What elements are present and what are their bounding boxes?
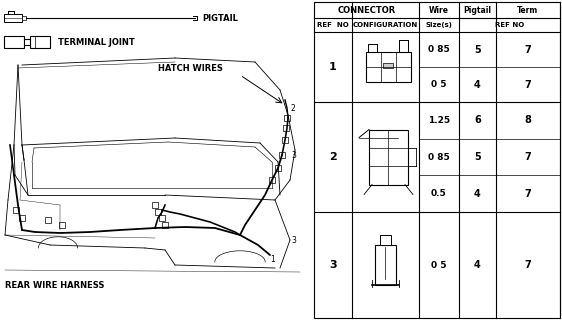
- Bar: [19, 215, 25, 221]
- Text: 5: 5: [474, 152, 481, 162]
- Text: PIGTAIL: PIGTAIL: [202, 13, 238, 22]
- Text: CONFIGURATION: CONFIGURATION: [353, 22, 418, 28]
- Text: Pigtail: Pigtail: [464, 5, 492, 14]
- Bar: [162, 222, 168, 228]
- Bar: [314, 2, 560, 318]
- Text: 4: 4: [474, 260, 481, 270]
- Text: 0 5: 0 5: [431, 80, 447, 89]
- Text: 7: 7: [524, 44, 532, 54]
- Text: REF NO: REF NO: [495, 22, 524, 28]
- Text: 0.5: 0.5: [431, 189, 447, 198]
- Text: 2: 2: [329, 152, 337, 162]
- Bar: [275, 165, 281, 171]
- Bar: [155, 209, 161, 215]
- Bar: [366, 52, 411, 82]
- Text: Size(s): Size(s): [425, 22, 452, 28]
- Bar: [375, 245, 396, 285]
- Text: 7: 7: [524, 79, 532, 90]
- Bar: [369, 130, 408, 185]
- Text: CONNECTOR: CONNECTOR: [337, 5, 396, 14]
- Bar: [380, 235, 391, 245]
- Text: 3: 3: [329, 260, 337, 270]
- Text: 1.25: 1.25: [428, 116, 450, 125]
- Text: 3: 3: [291, 236, 296, 244]
- Text: 2: 2: [291, 103, 296, 113]
- Text: 7: 7: [524, 152, 532, 162]
- Text: 1: 1: [270, 255, 275, 265]
- Text: Wire: Wire: [429, 5, 449, 14]
- Bar: [283, 125, 289, 131]
- Bar: [4, 14, 22, 22]
- Bar: [383, 63, 393, 68]
- Text: 0 5: 0 5: [431, 260, 447, 269]
- Text: 4: 4: [474, 189, 481, 199]
- Text: 4: 4: [474, 79, 481, 90]
- Text: REAR WIRE HARNESS: REAR WIRE HARNESS: [5, 281, 105, 290]
- Bar: [159, 215, 165, 221]
- Bar: [282, 137, 288, 143]
- Text: Term: Term: [518, 5, 538, 14]
- Text: 6: 6: [474, 115, 481, 125]
- Bar: [30, 36, 50, 48]
- Text: REF  NO: REF NO: [317, 22, 349, 28]
- Text: TERMINAL JOINT: TERMINAL JOINT: [58, 37, 135, 46]
- Bar: [269, 177, 275, 183]
- Text: 1: 1: [329, 62, 337, 72]
- Bar: [279, 152, 285, 158]
- Text: 7: 7: [524, 260, 532, 270]
- Bar: [45, 217, 51, 223]
- Bar: [59, 222, 65, 228]
- Text: 0 85: 0 85: [428, 45, 450, 54]
- Bar: [152, 202, 158, 208]
- Bar: [4, 36, 24, 48]
- Bar: [22, 16, 26, 20]
- Text: 7: 7: [524, 189, 532, 199]
- Text: 0 85: 0 85: [428, 153, 450, 162]
- Bar: [284, 115, 290, 121]
- Bar: [13, 207, 19, 213]
- Text: HATCH WIRES: HATCH WIRES: [157, 63, 223, 73]
- Text: 8: 8: [524, 115, 532, 125]
- Text: 3: 3: [291, 150, 296, 159]
- Text: 5: 5: [474, 44, 481, 54]
